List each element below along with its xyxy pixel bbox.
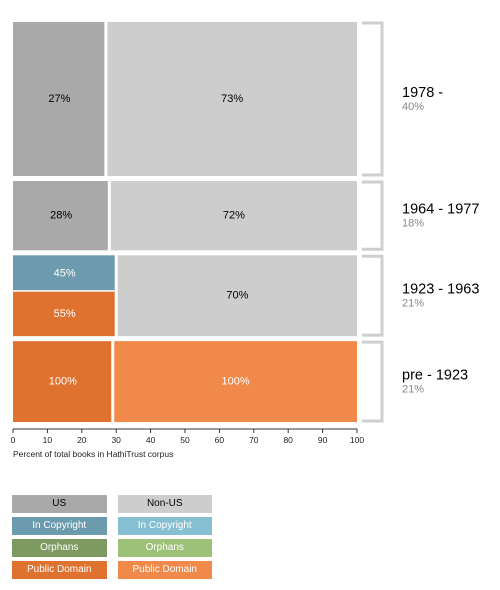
x-tick-label: 0 — [11, 435, 16, 445]
x-axis-title: Percent of total books in HathiTrust cor… — [13, 449, 173, 459]
legend-item: US — [12, 495, 107, 513]
legend-item: In Copyright — [12, 517, 107, 535]
era-share-label: 21% — [402, 384, 424, 396]
segment-label: 27% — [48, 93, 70, 105]
segment-label: 100% — [49, 375, 77, 387]
row-bracket — [362, 254, 384, 337]
segment-us — [13, 181, 108, 251]
era-label: 1964 - 1977 — [402, 202, 479, 218]
segment-label: 73% — [221, 93, 243, 105]
segment-label: 100% — [222, 375, 250, 387]
x-tick-label: 40 — [146, 435, 156, 445]
legend-item: Orphans — [117, 539, 212, 557]
segment-label: 70% — [226, 290, 248, 302]
era-label: 1923 - 1963 — [402, 282, 479, 298]
legend-row: US Non-US — [12, 495, 212, 513]
x-tick-label: 100 — [350, 435, 364, 445]
era-share-label: 18% — [402, 218, 424, 230]
legend-row: Public Domain Public Domain — [12, 561, 212, 579]
legend-item: Public Domain — [12, 561, 107, 579]
era-label: 1978 - — [402, 85, 443, 101]
x-axis: 0 10 20 30 40 50 60 70 80 90 100 Percent of total … — [11, 428, 364, 459]
segment-non-us — [114, 341, 357, 422]
row-0: 27% 73% — [13, 22, 357, 176]
x-tick-label: 30 — [111, 435, 121, 445]
era-share-label: 21% — [402, 298, 424, 310]
x-tick-label: 60 — [215, 435, 225, 445]
x-tick-label: 20 — [77, 435, 87, 445]
segment-us — [13, 255, 115, 291]
segment-us — [13, 22, 105, 176]
x-tick-label: 80 — [283, 435, 293, 445]
segment-label: 45% — [54, 267, 76, 279]
legend-item: In Copyright — [117, 517, 212, 535]
row-2: 45% 55% 70% — [13, 255, 357, 337]
x-axis-ticks: 0 10 20 30 40 50 60 70 80 90 100 — [11, 429, 364, 445]
row-bracket — [362, 21, 384, 177]
segment-label: 72% — [223, 210, 245, 222]
x-tick-label: 50 — [180, 435, 190, 445]
row-1: 28% 72% — [13, 181, 357, 251]
legend: US Non-US In Copyright In Copyright Orphans O… — [12, 495, 212, 583]
legend-item: Public Domain — [117, 561, 212, 579]
segment-non-us — [107, 22, 357, 176]
legend-item: Non-US — [117, 495, 212, 513]
segment-us — [13, 341, 112, 422]
era-share-label: 40% — [402, 101, 424, 113]
segment-label: 55% — [54, 308, 76, 320]
mosaic-chart: 27% 73% 28% 72% 45% 55% 70% 100% 100% 1978 -40% 1… — [11, 21, 479, 459]
legend-row: Orphans Orphans — [12, 539, 212, 557]
row-bracket — [362, 180, 384, 251]
segment-us — [13, 291, 115, 337]
legend-item: Orphans — [12, 539, 107, 557]
segment-label: 28% — [50, 210, 72, 222]
x-tick-label: 70 — [249, 435, 259, 445]
x-tick-label: 90 — [318, 435, 328, 445]
row-3: 100% 100% — [13, 341, 357, 422]
era-label: pre - 1923 — [402, 368, 468, 384]
chart-rows: 27% 73% 28% 72% 45% 55% 70% 100% 100% — [13, 22, 357, 422]
legend-row: In Copyright In Copyright — [12, 517, 212, 535]
x-tick-label: 10 — [43, 435, 53, 445]
segment-non-us — [117, 255, 357, 337]
segment-non-us — [110, 181, 357, 251]
row-bracket — [362, 340, 384, 423]
